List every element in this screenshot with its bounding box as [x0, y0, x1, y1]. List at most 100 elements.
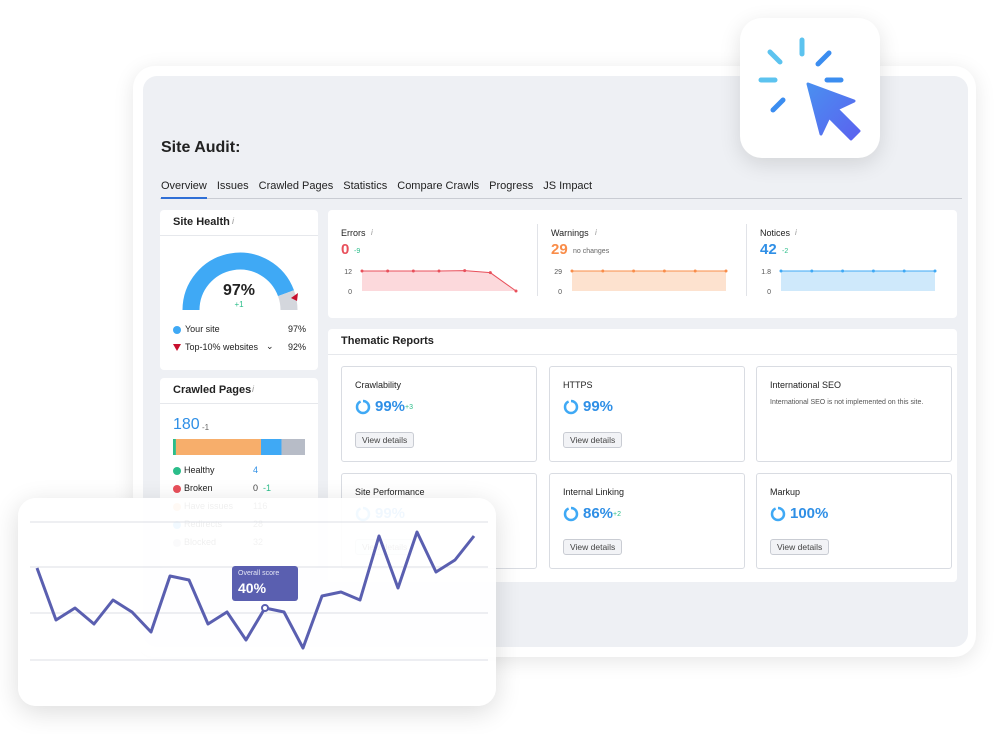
- issue-change: no changes: [573, 248, 610, 255]
- tab[interactable]: Compare Crawls: [397, 180, 480, 192]
- report-title: Markup: [770, 487, 801, 497]
- gauge: [182, 252, 298, 311]
- y-tick-label: 1.8: [761, 269, 771, 276]
- row-value: 4: [253, 465, 259, 475]
- crawled-change: -1: [202, 423, 210, 432]
- view-details-button[interactable]: View details: [770, 539, 830, 555]
- gauge-arc: [182, 252, 294, 311]
- tooltip-value: 40%: [238, 580, 267, 596]
- cursor-arrow: [806, 82, 861, 141]
- row-label: Healthy: [184, 465, 215, 475]
- report-note: International SEO is not implemented on …: [770, 399, 924, 406]
- tabs-divider: [160, 198, 962, 199]
- ray: [815, 50, 832, 67]
- report-score: 99%: [583, 398, 614, 415]
- sparkline-point: [463, 269, 467, 273]
- tab[interactable]: Progress: [489, 180, 534, 192]
- tab[interactable]: Statistics: [343, 180, 388, 192]
- separator: [160, 403, 318, 404]
- issue-label: Notices: [760, 228, 791, 238]
- bar-segment: [281, 439, 305, 455]
- score-line: [35, 530, 476, 650]
- report-change: +2: [613, 511, 621, 518]
- sparkline-point: [662, 269, 666, 273]
- tab[interactable]: Crawled Pages: [258, 180, 334, 192]
- cursor-icon-card: [740, 18, 880, 158]
- sparkline-point: [411, 269, 415, 273]
- report-title: Crawlability: [355, 380, 402, 390]
- sparkline-point: [724, 269, 728, 273]
- score-ring: [563, 506, 579, 522]
- stacked-bar: [173, 439, 305, 455]
- report-card: Markup 100% View details: [756, 473, 952, 569]
- info-icon: i: [232, 216, 234, 226]
- ring: [563, 506, 579, 522]
- report-card: HTTPS 99% View details: [549, 366, 745, 462]
- page-title: Site Audit:: [161, 139, 241, 156]
- sparkline: 0 29: [554, 269, 728, 296]
- y-tick-label: 29: [554, 269, 562, 276]
- sparkline-point: [570, 269, 574, 273]
- legend-value: 92%: [287, 342, 306, 352]
- sparkline-area: [781, 271, 935, 291]
- row-dot: [173, 485, 181, 493]
- issue-value: 42: [760, 241, 777, 258]
- bar-segment: [261, 439, 282, 455]
- info-icon: i: [371, 228, 373, 237]
- ring: [770, 506, 786, 522]
- cursor-rays: [758, 37, 844, 113]
- ring: [563, 399, 579, 415]
- sparkline-point: [488, 271, 492, 275]
- sparkline-point: [933, 269, 937, 273]
- view-details-button[interactable]: View details: [563, 432, 623, 448]
- score-overlay-card: Overall score 40%: [18, 498, 496, 706]
- sparkline-area: [362, 270, 516, 291]
- tab[interactable]: Overview: [161, 180, 207, 199]
- tooltip-label: Overall score: [238, 570, 280, 577]
- health-score: 97%: [222, 282, 256, 299]
- report-title: Site Performance: [355, 487, 425, 497]
- sparkline-point: [386, 269, 390, 273]
- legend-label: Top-10% websites: [185, 342, 259, 352]
- score-ring: [355, 399, 371, 415]
- info-icon: i: [252, 384, 254, 394]
- tab[interactable]: JS Impact: [543, 180, 593, 192]
- view-details-button[interactable]: View details: [563, 539, 623, 555]
- ray: [767, 49, 783, 65]
- sparkline-point: [601, 269, 605, 273]
- y-tick-label: 0: [767, 289, 771, 296]
- sparkline-point: [871, 269, 875, 273]
- score-chart: [30, 521, 488, 661]
- dropdown-caret: ⌄: [266, 341, 274, 351]
- site-health-card: Site Health i 97% +1 Your site 97% Top-10% web…: [160, 210, 318, 370]
- issue-change: -9: [354, 248, 361, 255]
- sparkline-area: [572, 271, 726, 291]
- sparkline-point: [779, 269, 783, 273]
- sparkline: 0 12: [344, 269, 518, 296]
- report-card: Crawlability 99% +3 View details: [341, 366, 537, 462]
- issue-change: -2: [782, 248, 789, 255]
- report-score: 100%: [790, 505, 829, 522]
- sparkline-point: [632, 269, 636, 273]
- sparkline-point: [841, 269, 845, 273]
- sparkline: 01.8: [761, 269, 937, 296]
- y-tick-label: 0: [348, 289, 352, 296]
- row-value: 0: [253, 483, 259, 493]
- legend-marker: [173, 344, 181, 351]
- report-change: +3: [405, 404, 413, 411]
- issues-card: Errors 0 -9 0 12 i Warnings 29 no changes 0 29 i Not…: [328, 210, 957, 318]
- crawled-total: 180: [173, 416, 200, 433]
- sparkline-point: [902, 269, 906, 273]
- column-divider: [537, 224, 538, 296]
- ring: [355, 399, 371, 415]
- row-dot: [173, 467, 181, 475]
- report-title: International SEO: [770, 380, 842, 390]
- legend-marker: [173, 326, 181, 334]
- issue-label: Warnings: [551, 228, 589, 238]
- card-title: Thematic Reports: [341, 335, 434, 347]
- sparkline-point: [360, 269, 364, 273]
- view-details-button[interactable]: View details: [355, 432, 415, 448]
- tab[interactable]: Issues: [216, 180, 249, 192]
- score-ring: [563, 399, 579, 415]
